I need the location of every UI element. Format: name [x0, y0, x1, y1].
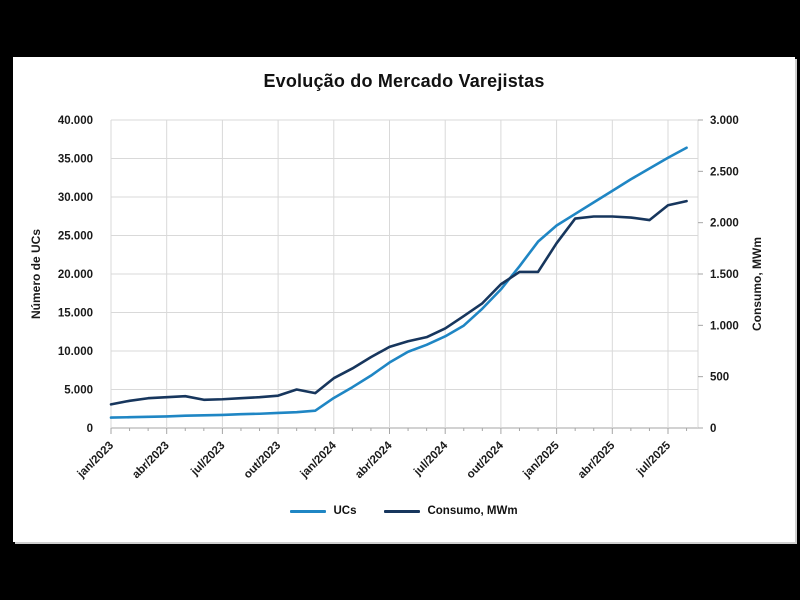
x-axis-tick-label: jan/2023: [75, 440, 116, 481]
y2-axis-tick-label: 500: [710, 372, 729, 384]
y-axis-title: Número de UCs: [29, 229, 43, 319]
y2-axis-tick-label: 1.500: [710, 269, 739, 281]
y2-axis-tick-label: 1.000: [710, 320, 739, 332]
x-axis-tick-label: abr/2025: [576, 439, 618, 481]
x-axis-tick-label: jul/2025: [634, 439, 673, 478]
consumo-line-swatch: [384, 509, 421, 513]
x-axis-tick-label: out/2023: [242, 440, 283, 481]
y-axis-tick-label: 20.000: [58, 269, 93, 281]
x-axis-tick-label: out/2024: [465, 439, 507, 481]
legend-label-consumo: Consumo, MWm: [427, 505, 518, 517]
chart-plot-area: 40.000 35.000 30.000 25.000 20.000 15.000 10.0…: [29, 115, 764, 481]
chart-title: Evolução do Mercado Varejistas: [263, 71, 545, 91]
y2-axis-tick-label: 2.000: [710, 218, 739, 230]
legend-item-consumo: Consumo, MWm: [384, 505, 518, 517]
y2-axis-title: Consumo, MWm: [750, 237, 764, 331]
chart-legend: UCs Consumo, MWm: [13, 505, 795, 517]
y-axis-tick-label: 30.000: [58, 192, 93, 204]
ucs-line-swatch: [290, 509, 327, 513]
y2-axis-tick-label: 2.500: [710, 166, 739, 178]
y-axis-tick-label: 40.000: [58, 115, 93, 127]
x-axis-tick-label: jul/2023: [188, 440, 227, 479]
y2-axis-tick-label: 3.000: [710, 115, 739, 127]
x-axis-tick-label: jul/2024: [411, 439, 450, 478]
series-line-ucs: [109, 146, 688, 419]
legend-item-ucs: UCs: [290, 505, 356, 517]
chart-panel: Evolução do Mercado Varejistas 40.000 35.…: [13, 57, 795, 542]
legend-label-ucs: UCs: [333, 505, 357, 517]
y-axis-tick-label: 15.000: [58, 308, 93, 320]
x-axis-tick-label: abr/2024: [353, 439, 395, 481]
y-axis-tick-label: 25.000: [58, 231, 93, 243]
x-axis-tick-label: jan/2024: [298, 439, 340, 481]
y-axis-tick-label: 10.000: [58, 346, 93, 358]
x-axis-tick-label: abr/2023: [130, 440, 171, 481]
y2-axis-tick-label: 0: [710, 423, 716, 435]
y-axis-tick-label: 5.000: [64, 385, 93, 397]
series-line-consumo-mwm: [109, 199, 688, 406]
y-axis-tick-label: 0: [87, 423, 93, 435]
x-axis-tick-label: jan/2025: [520, 439, 562, 481]
y-axis-tick-label: 35.000: [58, 154, 93, 166]
